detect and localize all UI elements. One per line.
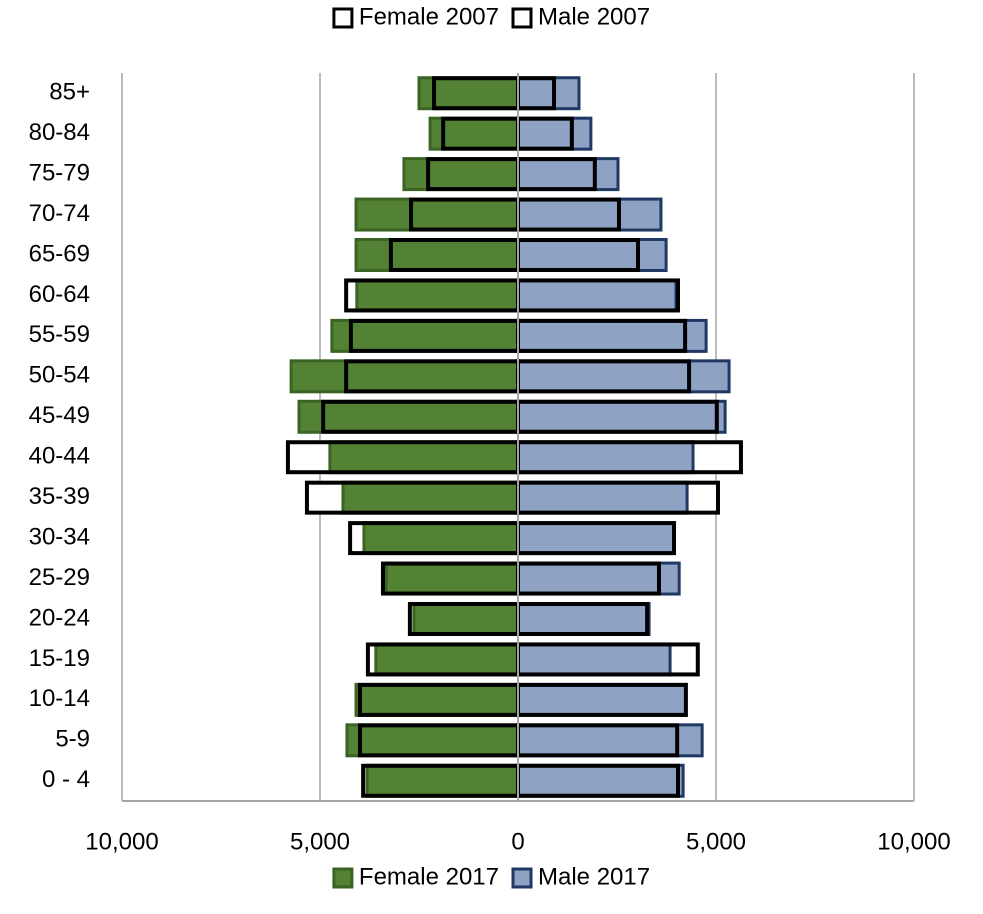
y-tick-label: 40-44 (29, 443, 90, 470)
bar (289, 359, 520, 394)
y-tick-label: 0 - 4 (42, 766, 90, 793)
x-tick-label: 0 (511, 828, 524, 855)
bar (516, 602, 651, 636)
legend-label: Female 2007 (359, 3, 499, 30)
bar (516, 76, 581, 111)
y-tick-label: 85+ (49, 79, 90, 106)
bar (384, 561, 520, 596)
bar (341, 480, 520, 515)
y-tick-label: 70-74 (29, 200, 90, 227)
bar (516, 642, 672, 677)
bar (516, 359, 731, 394)
bar (516, 278, 678, 313)
bar (354, 682, 520, 717)
y-tick-label: 50-54 (29, 362, 90, 389)
y-tick-label: 75-79 (29, 159, 90, 186)
y-tick-label: 15-19 (29, 645, 90, 672)
bar (297, 399, 520, 434)
y-tick-label: 65-69 (29, 240, 90, 267)
x-tick-label: 5,000 (686, 828, 746, 855)
bar (330, 318, 520, 353)
legend-swatch (511, 7, 533, 29)
y-tick-label: 35-39 (29, 483, 90, 510)
y-tick-label: 55-59 (29, 321, 90, 348)
y-tick-label: 5-9 (55, 726, 90, 753)
legend-label: Male 2017 (538, 863, 650, 890)
bar (516, 480, 689, 515)
y-tick-label: 10-14 (29, 685, 90, 712)
x-tick-label: 5,000 (290, 828, 350, 855)
bar (516, 440, 695, 475)
y-tick-label: 45-49 (29, 402, 90, 429)
bar (516, 157, 620, 192)
bar (516, 561, 681, 596)
legend-swatch (332, 7, 354, 29)
bar (516, 318, 708, 353)
bar (354, 238, 520, 272)
bar (354, 197, 520, 232)
legend-swatch (332, 867, 354, 889)
bar (516, 238, 668, 272)
bar (345, 723, 520, 758)
x-tick-label: 10,000 (877, 828, 950, 855)
y-tick-label: 25-29 (29, 564, 90, 591)
y-tick-label: 60-64 (29, 281, 90, 308)
y-tick-label: 20-24 (29, 604, 90, 631)
legend-swatch (511, 867, 533, 889)
bar (374, 642, 520, 677)
bar (365, 763, 520, 798)
bar (412, 602, 520, 636)
bar (355, 278, 520, 313)
y-tick-label: 30-34 (29, 523, 90, 550)
bar (362, 521, 520, 556)
bar (516, 763, 685, 798)
bar (328, 440, 520, 475)
bar (516, 116, 593, 151)
x-tick-label: 10,000 (85, 828, 158, 855)
bar (516, 197, 663, 232)
legend: Female 2017 Male 2017 (332, 863, 650, 890)
bar (516, 682, 688, 717)
legend: Female 2007 Male 2007 (332, 3, 650, 30)
bar (516, 723, 704, 758)
y-tick-label: 80-84 (29, 119, 90, 146)
legend-label: Female 2017 (359, 863, 499, 890)
bar (402, 157, 520, 192)
legend-label: Male 2007 (538, 3, 650, 30)
bar (516, 521, 676, 556)
bar (516, 399, 727, 434)
